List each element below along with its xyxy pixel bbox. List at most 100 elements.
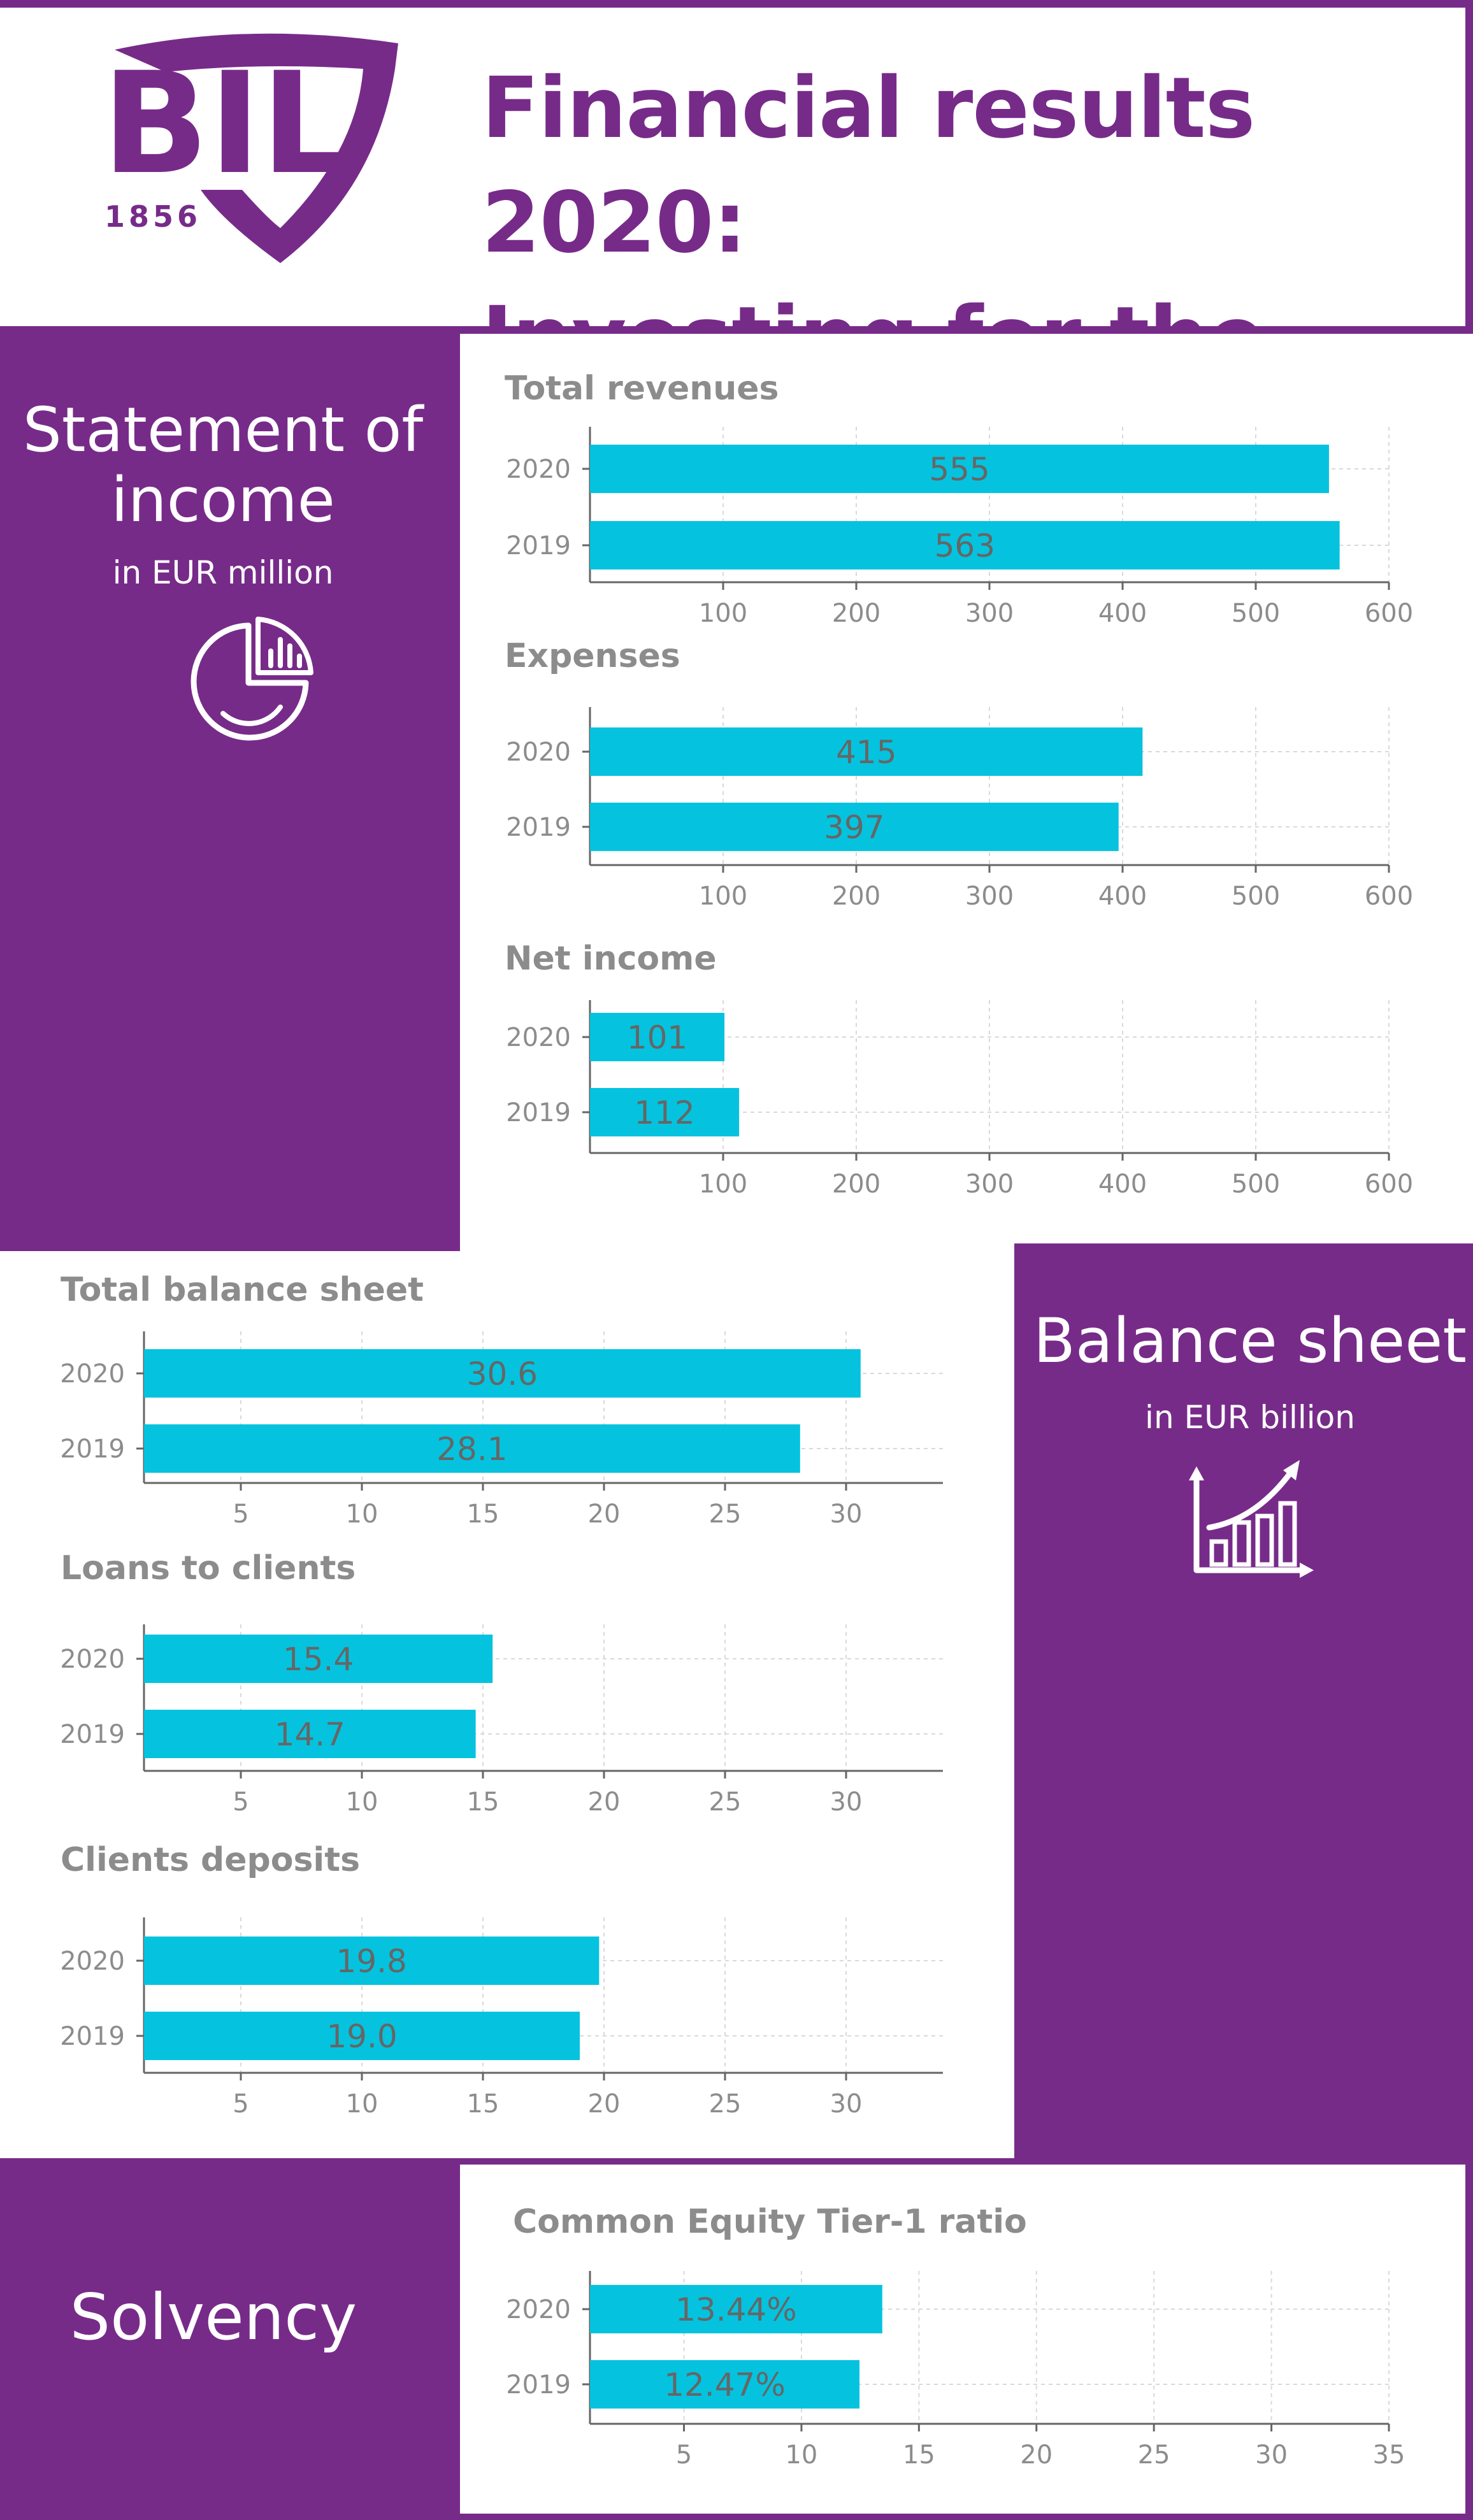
chart-title-loans-to-clients: Loans to clients (61, 1549, 356, 1587)
bar-2019 (590, 521, 1340, 569)
bar-value-label: 415 (836, 734, 896, 771)
chart-clients-deposits: 5 10 15 20 25 30 2020 19.8 2019 19.0 (60, 1917, 943, 2119)
category-label-2020: 2020 (60, 1645, 125, 1674)
bar-value-label: 12.47% (664, 2366, 786, 2403)
x-tick-label: 100 (699, 599, 747, 624)
x-tick-label: 400 (1098, 599, 1147, 624)
x-tick-label: 25 (1138, 2440, 1170, 2470)
bar-2020 (590, 2285, 882, 2333)
x-tick-label: 600 (1365, 1170, 1413, 1199)
bil-logo: BIL 1856 (96, 31, 408, 266)
income-section-subtitle: in EUR million (112, 554, 334, 591)
x-tick-label: 15 (467, 1787, 499, 1817)
bar-2020 (144, 1635, 493, 1683)
bar-2020 (590, 1013, 725, 1061)
x-tick-label: 20 (588, 2089, 621, 2119)
solvency-section-title: Solvency (69, 2280, 357, 2354)
x-tick-label: 500 (1232, 1170, 1280, 1199)
balance-section-subtitle: in EUR billion (1145, 1399, 1355, 1436)
income-section-title: Statement of income (0, 395, 446, 536)
category-label-2019: 2019 (60, 1435, 125, 1464)
x-tick-label: 5 (233, 1500, 248, 1529)
category-label-2019: 2019 (506, 2370, 571, 2400)
x-tick-label: 400 (1098, 1170, 1147, 1199)
chart-title-total-revenues: Total revenues (505, 369, 779, 408)
chart-title-net-income: Net income (505, 940, 717, 978)
chart-title-cet1-ratio: Common Equity Tier-1 ratio (513, 2203, 1027, 2241)
x-tick-label: 30 (830, 1787, 863, 1817)
x-tick-label: 200 (832, 882, 880, 911)
x-tick-label: 30 (830, 2089, 863, 2119)
bil-shield-icon: BIL 1856 (102, 33, 398, 263)
x-tick-label: 10 (346, 1500, 378, 1529)
x-tick-label: 600 (1365, 882, 1413, 911)
bar-2019 (590, 2360, 860, 2409)
x-tick-label: 600 (1365, 599, 1413, 624)
chart-loans-to-clients: 5 10 15 20 25 30 2020 15.4 2019 14.7 (60, 1624, 943, 1817)
growth-chart-icon (1186, 1452, 1314, 1580)
bar-2019 (144, 2012, 580, 2060)
bar-value-label: 112 (634, 1094, 694, 1131)
category-label-2020: 2020 (506, 2295, 571, 2324)
chart-cet1-ratio: 5 10 15 20 25 30 35 2020 13.44% 2019 12.47% (506, 2271, 1405, 2470)
bar-value-label: 19.0 (326, 2018, 397, 2055)
bar-value-label: 13.44% (675, 2291, 797, 2328)
income-title-line-1: Statement of (22, 394, 424, 466)
x-tick-label: 5 (676, 2440, 692, 2470)
x-tick-label: 30 (1255, 2440, 1288, 2470)
bar-value-label: 30.6 (467, 1356, 538, 1392)
x-tick-label: 25 (709, 2089, 742, 2119)
bar-2019 (590, 1088, 740, 1136)
bar-value-label: 563 (935, 527, 995, 564)
income-section-panel (0, 334, 460, 1251)
chart-expenses: 100 200 300 400 500 600 2020 415 2019 397 (506, 707, 1413, 911)
x-tick-label: 20 (588, 1500, 621, 1529)
category-label-2019: 2019 (60, 2022, 125, 2051)
bar-2019 (144, 1710, 476, 1758)
chart-net-income: 100 200 300 400 500 600 2020 101 2019 112 (506, 1000, 1413, 1199)
x-tick-label: 100 (699, 882, 747, 911)
category-label-2020: 2020 (60, 1947, 125, 1976)
solvency-charts-panel (460, 2165, 1465, 2514)
bar-2019 (144, 1424, 800, 1473)
x-tick-label: 25 (709, 1787, 742, 1817)
bar-value-label: 14.7 (275, 1716, 345, 1753)
x-tick-label: 500 (1232, 599, 1280, 624)
category-label-2019: 2019 (506, 1098, 571, 1128)
x-tick-label: 400 (1098, 882, 1147, 911)
chart-total-revenues: 100 200 300 400 500 600 2020 555 2019 563 (506, 427, 1413, 624)
bar-2020 (144, 1349, 861, 1398)
x-tick-label: 5 (233, 1787, 248, 1817)
x-tick-label: 10 (785, 2440, 817, 2470)
category-label-2019: 2019 (506, 813, 571, 842)
x-tick-label: 200 (832, 1170, 880, 1199)
bar-value-label: 101 (627, 1019, 687, 1056)
bar-value-label: 397 (824, 809, 884, 846)
x-tick-label: 300 (965, 1170, 1014, 1199)
balance-section-panel (1014, 1243, 1473, 2158)
income-title-line-2: income (111, 464, 335, 536)
category-label-2020: 2020 (506, 455, 571, 484)
pie-chart-icon (185, 612, 325, 752)
x-tick-label: 300 (965, 599, 1014, 624)
balance-section-title: Balance sheet (1033, 1305, 1467, 1377)
bar-value-label: 555 (929, 451, 989, 488)
category-label-2020: 2020 (506, 738, 571, 767)
category-label-2020: 2020 (60, 1359, 125, 1389)
logo-text: BIL (102, 42, 350, 205)
x-tick-label: 35 (1373, 2440, 1405, 2470)
x-tick-label: 10 (346, 1787, 378, 1817)
x-tick-label: 15 (467, 2089, 499, 2119)
bar-value-label: 15.4 (283, 1641, 354, 1678)
x-tick-label: 100 (699, 1170, 747, 1199)
chart-total-balance-sheet: 5 10 15 20 25 30 2020 30.6 2019 28.1 (60, 1331, 943, 1529)
x-tick-label: 300 (965, 882, 1014, 911)
x-tick-label: 30 (830, 1500, 863, 1529)
bar-value-label: 28.1 (436, 1431, 507, 1468)
bar-2020 (144, 1937, 600, 1985)
x-tick-label: 5 (233, 2089, 248, 2119)
logo-year: 1856 (104, 199, 201, 234)
x-tick-label: 10 (346, 2089, 378, 2119)
bar-value-label: 19.8 (336, 1943, 407, 1980)
category-label-2019: 2019 (506, 531, 571, 561)
